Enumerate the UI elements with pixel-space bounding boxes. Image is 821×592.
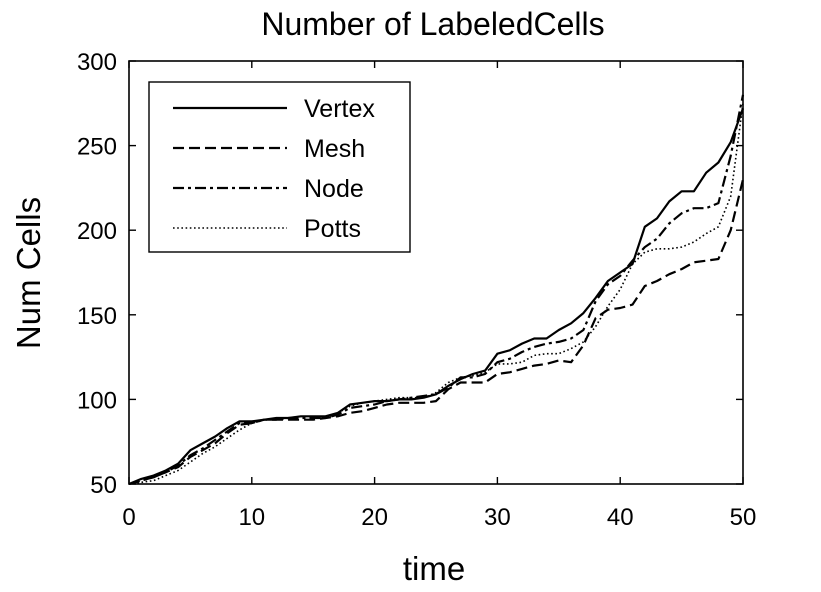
series-line-mesh bbox=[128, 179, 745, 486]
x-tick-label: 50 bbox=[730, 504, 757, 531]
y-tick-label: 150 bbox=[77, 303, 117, 330]
chart-title: Number of LabeledCells bbox=[261, 6, 604, 42]
y-tick-label: 200 bbox=[77, 218, 117, 245]
x-tick-label: 30 bbox=[484, 504, 511, 531]
y-tick-label: 100 bbox=[77, 387, 117, 414]
x-tick-label: 10 bbox=[238, 504, 265, 531]
legend-label-mesh: Mesh bbox=[304, 135, 365, 163]
legend-label-node: Node bbox=[304, 175, 364, 203]
y-tick-label: 300 bbox=[77, 49, 117, 76]
legend-box bbox=[148, 81, 411, 253]
x-axis-label: time bbox=[403, 550, 465, 587]
axis-ticks: 0 10 20 30 40 50 50 100 150 200 250 300 bbox=[77, 49, 756, 531]
legend-label-vertex: Vertex bbox=[304, 95, 375, 123]
x-tick-label: 0 bbox=[122, 504, 135, 531]
series-line-node bbox=[128, 94, 745, 486]
plot-frame bbox=[128, 60, 744, 485]
y-tick-label: 250 bbox=[77, 134, 117, 161]
x-tick-label: 20 bbox=[361, 504, 388, 531]
legend-label-potts: Potts bbox=[304, 215, 361, 243]
plot-series bbox=[128, 94, 745, 486]
y-tick-label: 50 bbox=[90, 472, 117, 499]
series-line-potts bbox=[128, 103, 744, 485]
x-tick-label: 40 bbox=[607, 504, 634, 531]
legend: Vertex Mesh Node Potts bbox=[148, 81, 411, 253]
y-axis-label: Num Cells bbox=[10, 197, 47, 349]
series-line-vertex bbox=[128, 108, 745, 486]
